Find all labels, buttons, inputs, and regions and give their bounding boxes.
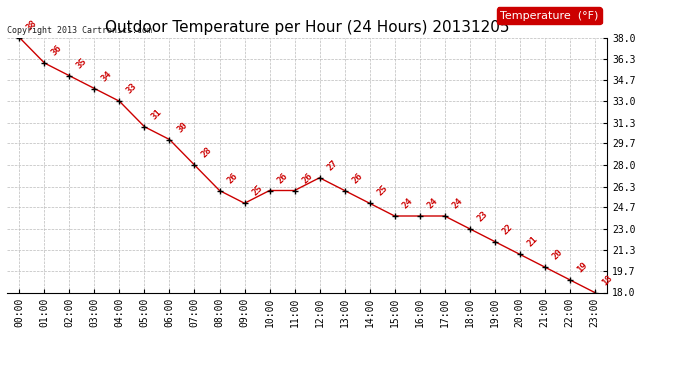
Text: 26: 26 [350,171,364,185]
Text: 28: 28 [200,146,214,159]
Text: 25: 25 [250,184,264,198]
Text: 24: 24 [400,196,414,210]
Text: 36: 36 [50,44,64,57]
Text: 18: 18 [600,273,614,287]
Text: 23: 23 [475,209,489,223]
Text: 20: 20 [550,248,564,261]
Text: 26: 26 [275,171,289,185]
Text: 24: 24 [425,196,439,210]
Text: 25: 25 [375,184,389,198]
Text: 26: 26 [300,171,314,185]
Legend: Temperature  (°F): Temperature (°F) [497,8,602,24]
Text: 22: 22 [500,222,514,236]
Text: 26: 26 [225,171,239,185]
Text: 21: 21 [525,235,539,249]
Text: 35: 35 [75,56,89,70]
Text: 19: 19 [575,260,589,274]
Text: 27: 27 [325,158,339,172]
Text: 38: 38 [25,18,39,32]
Title: Outdoor Temperature per Hour (24 Hours) 20131205: Outdoor Temperature per Hour (24 Hours) … [105,20,509,35]
Text: 33: 33 [125,82,139,96]
Text: 31: 31 [150,107,164,121]
Text: 34: 34 [100,69,114,83]
Text: 30: 30 [175,120,189,134]
Text: 24: 24 [450,196,464,210]
Text: Copyright 2013 Cartronics.com: Copyright 2013 Cartronics.com [7,26,152,35]
